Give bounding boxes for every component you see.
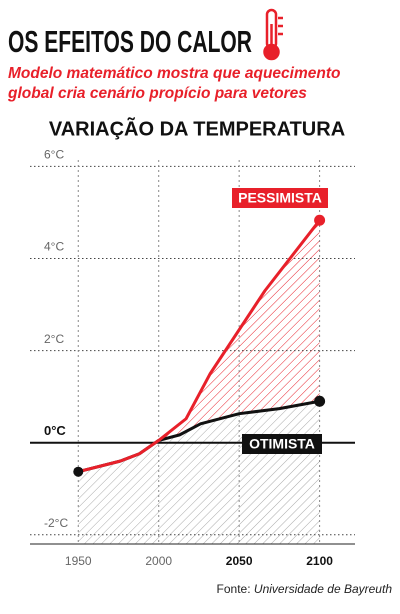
thermometer-icon	[263, 8, 283, 61]
chart-title: VARIAÇÃO DA TEMPERATURA	[49, 117, 345, 140]
series-label-box	[242, 434, 322, 454]
start-point	[73, 466, 84, 477]
y-tick-label: 2°C	[44, 332, 64, 346]
y-tick-label: -2°C	[44, 516, 68, 530]
series-label-box	[232, 188, 328, 208]
series-label: OTIMISTA	[249, 436, 315, 452]
x-tick-label: 2000	[145, 554, 172, 568]
x-tick-label: 2100	[306, 554, 333, 568]
subtitle-box: Modelo matemático mostra que aquecimento…	[8, 65, 341, 102]
x-tick-label: 2050	[226, 554, 253, 568]
source-label: Fonte:	[217, 582, 251, 596]
y-tick-label: 0°C	[44, 423, 66, 438]
source-name: Universidade de Bayreuth	[254, 582, 392, 596]
end-point	[314, 395, 326, 407]
source: Fonte: Universidade de Bayreuth	[217, 582, 393, 596]
series-line	[77, 219, 321, 474]
x-tick-label: 1950	[65, 554, 92, 568]
y-tick-label: 6°C	[44, 148, 64, 162]
series-label: PESSIMISTA	[238, 190, 322, 206]
end-point	[314, 214, 326, 226]
page-title: OS EFEITOS DO CALOR	[8, 24, 252, 59]
subtitle: Modelo matemático mostra que aquecimento…	[8, 65, 341, 102]
y-tick-label: 4°C	[44, 240, 64, 254]
plot: 6°C 4°C 2°C 0°C -2°C 1950 2000 2050 2100 PESSIMIS…	[30, 148, 355, 568]
